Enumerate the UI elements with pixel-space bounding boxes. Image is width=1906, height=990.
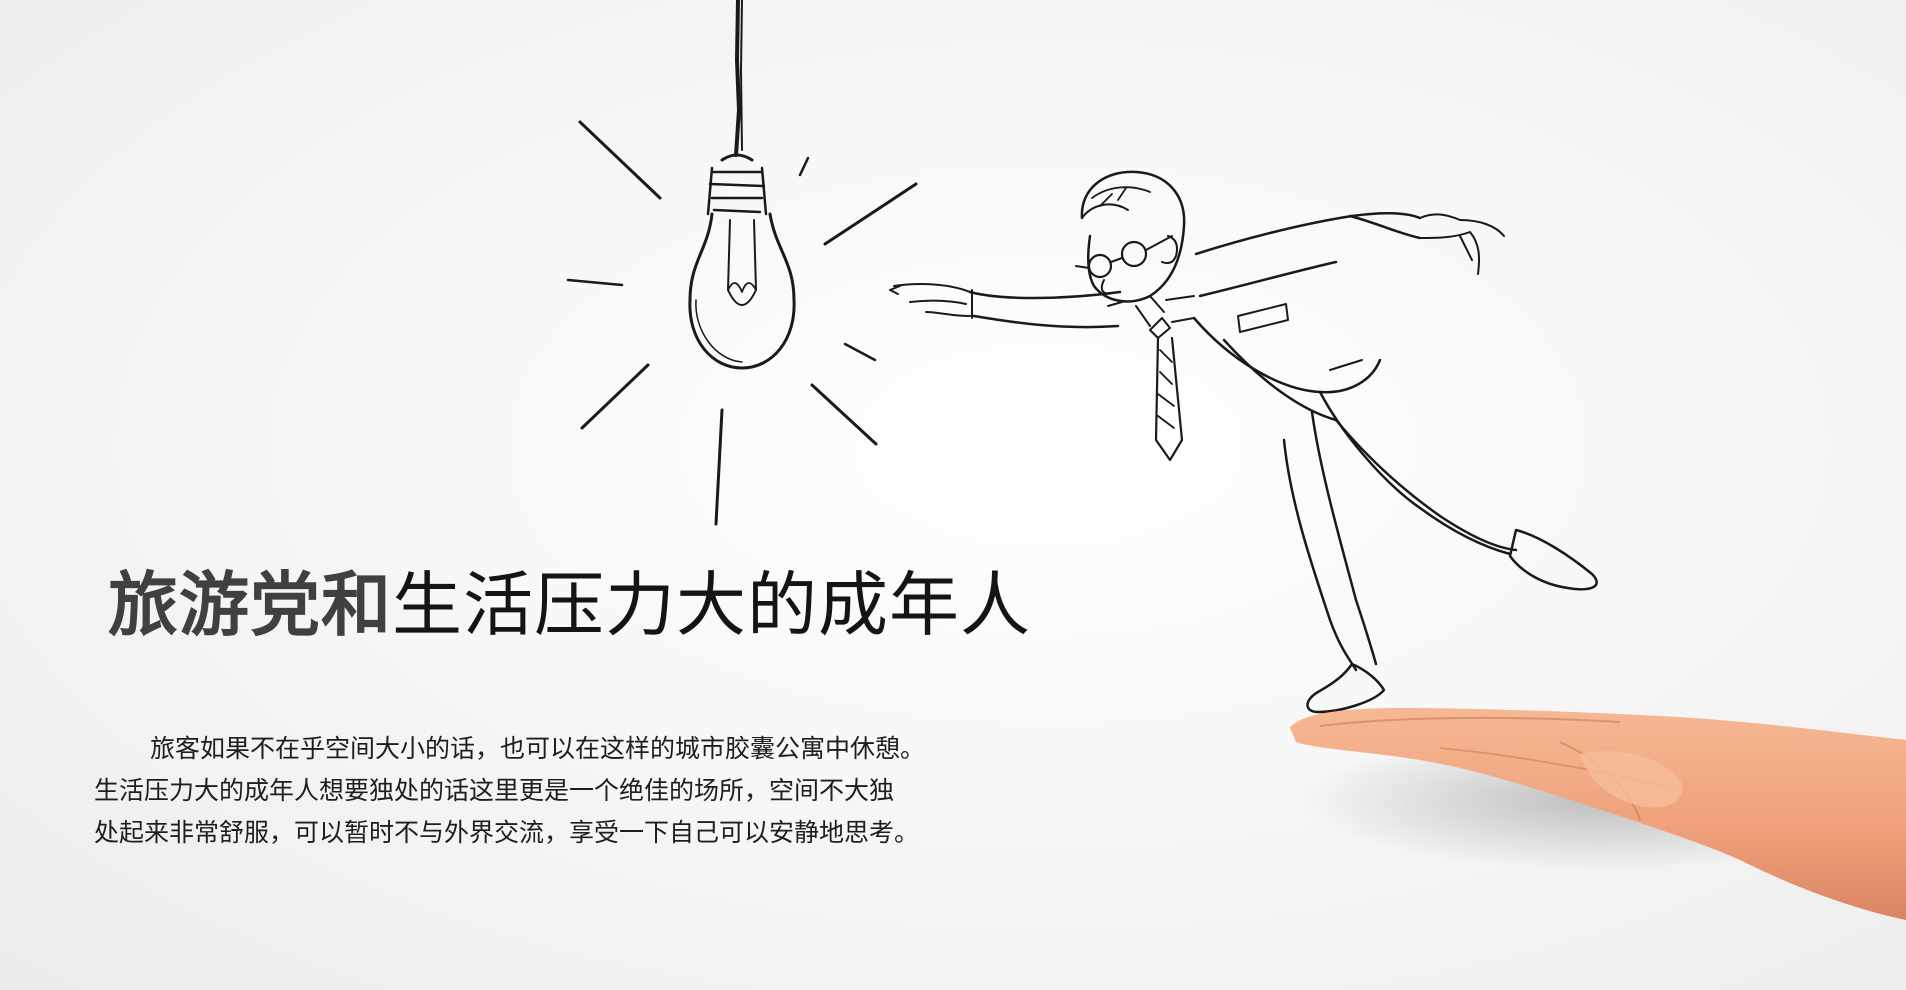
paragraph-line: 旅客如果不在乎空间大小的话，也可以在这样的城市胶囊公寓中休憩。 [150, 734, 926, 763]
light-bulb-sketch [566, 0, 918, 526]
businessman-sketch [889, 170, 1598, 714]
paragraph-line: 生活压力大的成年人想要独处的话这里更是一个绝佳的场所，空间不大独 [94, 776, 895, 805]
title-bold-part: 旅游党和 [108, 564, 392, 646]
open-hand-photo [1290, 708, 1906, 920]
title-regular-part: 生活压力大的成年人 [392, 564, 1031, 646]
body-paragraph: 旅客如果不在乎空间大小的话，也可以在这样的城市胶囊公寓中休憩。 生活压力大的成年… [94, 728, 1054, 854]
slide-title: 旅游党和生活压力大的成年人 [108, 560, 1031, 650]
paragraph-line: 处起来非常舒服，可以暂时不与外界交流，享受一下自己可以安静地思考。 [94, 818, 920, 847]
